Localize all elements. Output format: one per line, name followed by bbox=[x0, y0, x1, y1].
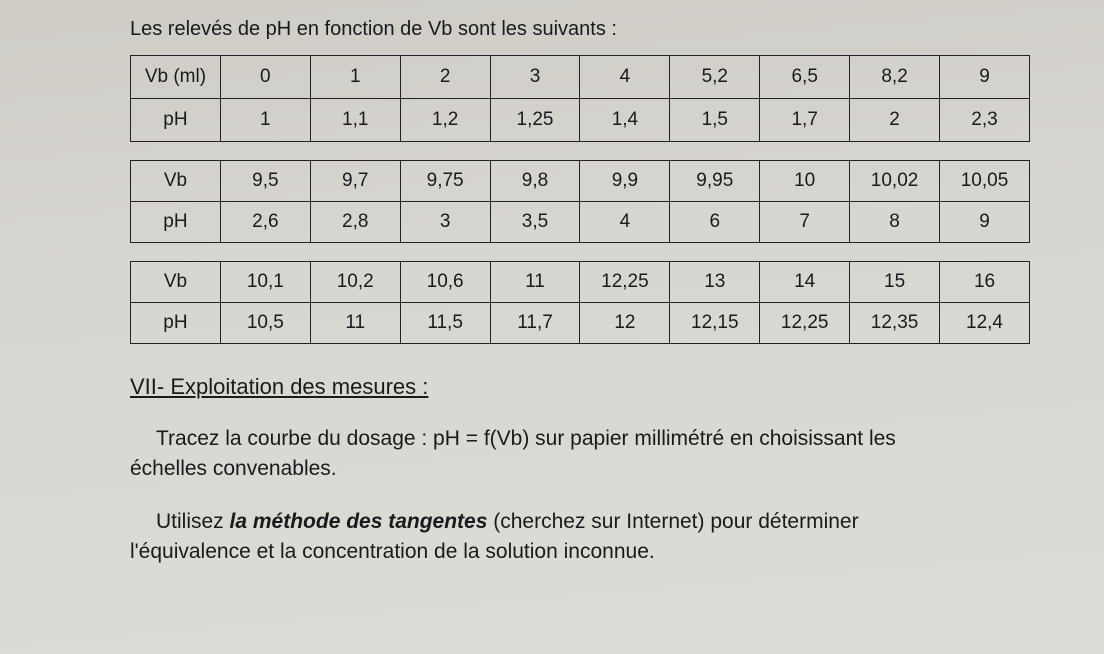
cell: 8,2 bbox=[850, 56, 940, 99]
table-row: pH 10,5 11 11,5 11,7 12 12,15 12,25 12,3… bbox=[131, 303, 1030, 344]
cell: 2,6 bbox=[220, 202, 310, 243]
intro-text: Les relevés de pH en fonction de Vb sont… bbox=[130, 18, 1044, 41]
cell: 3,5 bbox=[490, 202, 580, 243]
cell: 10,05 bbox=[940, 161, 1030, 202]
cell: 12,4 bbox=[940, 303, 1030, 344]
cell: 1,2 bbox=[400, 99, 490, 142]
cell: 1,5 bbox=[670, 99, 760, 142]
data-table-1: Vb (ml) 0 1 2 3 4 5,2 6,5 8,2 9 pH 1 1,1… bbox=[130, 55, 1030, 142]
cell: 11,7 bbox=[490, 303, 580, 344]
cell: 12,25 bbox=[580, 262, 670, 303]
cell: 7 bbox=[760, 202, 850, 243]
cell: 11,5 bbox=[400, 303, 490, 344]
cell: 12,35 bbox=[850, 303, 940, 344]
data-table-2: Vb 9,5 9,7 9,75 9,8 9,9 9,95 10 10,02 10… bbox=[130, 160, 1030, 243]
cell: 1,1 bbox=[310, 99, 400, 142]
cell: 0 bbox=[220, 56, 310, 99]
cell: 3 bbox=[490, 56, 580, 99]
cell: 11 bbox=[310, 303, 400, 344]
cell: 6,5 bbox=[760, 56, 850, 99]
cell: 8 bbox=[850, 202, 940, 243]
p1-line1: Tracez la courbe du dosage : pH = f(Vb) … bbox=[156, 427, 896, 450]
cell: 2 bbox=[400, 56, 490, 99]
cell: 16 bbox=[940, 262, 1030, 303]
table-row: pH 1 1,1 1,2 1,25 1,4 1,5 1,7 2 2,3 bbox=[131, 99, 1030, 142]
section-title-suffix: : bbox=[416, 374, 428, 399]
cell: 1,25 bbox=[490, 99, 580, 142]
cell: 12,15 bbox=[670, 303, 760, 344]
cell: 1 bbox=[310, 56, 400, 99]
cell: 9,95 bbox=[670, 161, 760, 202]
row-header: Vb bbox=[131, 262, 221, 303]
cell: 9,7 bbox=[310, 161, 400, 202]
data-table-3: Vb 10,1 10,2 10,6 11 12,25 13 14 15 16 p… bbox=[130, 261, 1030, 344]
cell: 9,5 bbox=[220, 161, 310, 202]
row-header: pH bbox=[131, 303, 221, 344]
section-title-text: VII- Exploitation des mesures bbox=[130, 374, 416, 399]
cell: 12,25 bbox=[760, 303, 850, 344]
cell: 2,3 bbox=[940, 99, 1030, 142]
row-header: Vb (ml) bbox=[131, 56, 221, 99]
paragraph-2: Utilisez la méthode des tangentes (cherc… bbox=[130, 507, 1044, 568]
section-heading: VII- Exploitation des mesures : bbox=[130, 374, 1044, 400]
cell: 4 bbox=[580, 202, 670, 243]
cell: 9,8 bbox=[490, 161, 580, 202]
cell: 1,4 bbox=[580, 99, 670, 142]
cell: 1 bbox=[220, 99, 310, 142]
cell: 14 bbox=[760, 262, 850, 303]
p2-part-d: l'équivalence et la concentration de la … bbox=[130, 540, 655, 563]
cell: 11 bbox=[490, 262, 580, 303]
cell: 13 bbox=[670, 262, 760, 303]
cell: 10,5 bbox=[220, 303, 310, 344]
row-header: pH bbox=[131, 202, 221, 243]
cell: 2 bbox=[850, 99, 940, 142]
row-header: pH bbox=[131, 99, 221, 142]
cell: 3 bbox=[400, 202, 490, 243]
p2-part-c: (cherchez sur Internet) pour déterminer bbox=[487, 510, 858, 533]
p2-emphasis: la méthode des tangentes bbox=[230, 510, 488, 533]
cell: 15 bbox=[850, 262, 940, 303]
table-row: Vb 10,1 10,2 10,6 11 12,25 13 14 15 16 bbox=[131, 262, 1030, 303]
p2-part-a: Utilisez bbox=[156, 510, 230, 533]
cell: 6 bbox=[670, 202, 760, 243]
document-page: Les relevés de pH en fonction de Vb sont… bbox=[0, 0, 1104, 654]
cell: 5,2 bbox=[670, 56, 760, 99]
cell: 9,9 bbox=[580, 161, 670, 202]
p1-line2: échelles convenables. bbox=[130, 457, 337, 480]
cell: 10,1 bbox=[220, 262, 310, 303]
cell: 10,6 bbox=[400, 262, 490, 303]
cell: 10,02 bbox=[850, 161, 940, 202]
row-header: Vb bbox=[131, 161, 221, 202]
table-row: Vb (ml) 0 1 2 3 4 5,2 6,5 8,2 9 bbox=[131, 56, 1030, 99]
cell: 10,2 bbox=[310, 262, 400, 303]
cell: 2,8 bbox=[310, 202, 400, 243]
table-row: Vb 9,5 9,7 9,75 9,8 9,9 9,95 10 10,02 10… bbox=[131, 161, 1030, 202]
table-row: pH 2,6 2,8 3 3,5 4 6 7 8 9 bbox=[131, 202, 1030, 243]
cell: 9 bbox=[940, 56, 1030, 99]
cell: 9,75 bbox=[400, 161, 490, 202]
cell: 4 bbox=[580, 56, 670, 99]
cell: 12 bbox=[580, 303, 670, 344]
cell: 10 bbox=[760, 161, 850, 202]
cell: 1,7 bbox=[760, 99, 850, 142]
paragraph-1: Tracez la courbe du dosage : pH = f(Vb) … bbox=[130, 424, 1044, 485]
cell: 9 bbox=[940, 202, 1030, 243]
